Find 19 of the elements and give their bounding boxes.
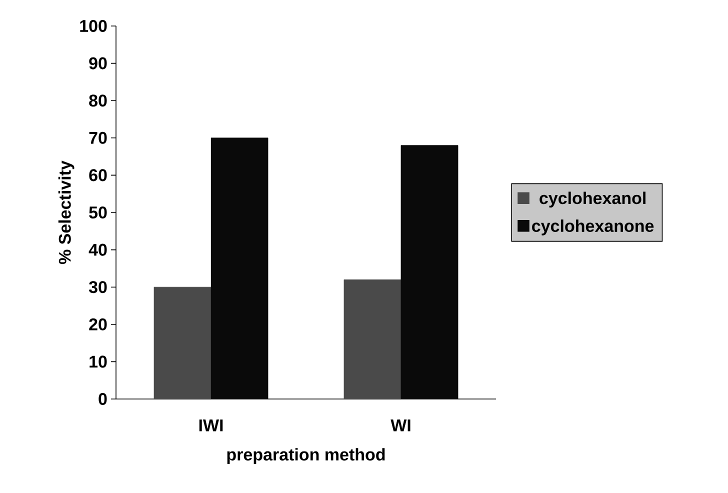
- y-tick-label: 80: [89, 94, 107, 107]
- x-tick-label: IWI: [199, 420, 223, 432]
- x-axis-title: preparation method: [227, 448, 385, 464]
- x-tick-label: WI: [390, 420, 410, 432]
- y-tick-label: 70: [89, 132, 107, 144]
- y-tick-label: 30: [88, 281, 107, 294]
- y-tick-label: 10: [90, 356, 107, 368]
- bar: [344, 279, 402, 399]
- y-tick-label: 100: [80, 20, 107, 32]
- bar: [154, 286, 212, 399]
- y-axis-title: % Selectivity: [58, 160, 74, 264]
- y-tick-label: 60: [89, 169, 107, 182]
- y-tick-label: 0: [98, 392, 107, 406]
- y-tick-label: 90: [89, 57, 107, 70]
- legend-label: cyclohexanol: [540, 192, 646, 208]
- legend-label: cyclohexanone: [532, 220, 654, 236]
- y-tick-label: 40: [88, 244, 107, 256]
- y-tick-label: 20: [89, 318, 107, 330]
- y-tick-label: 50: [89, 206, 107, 219]
